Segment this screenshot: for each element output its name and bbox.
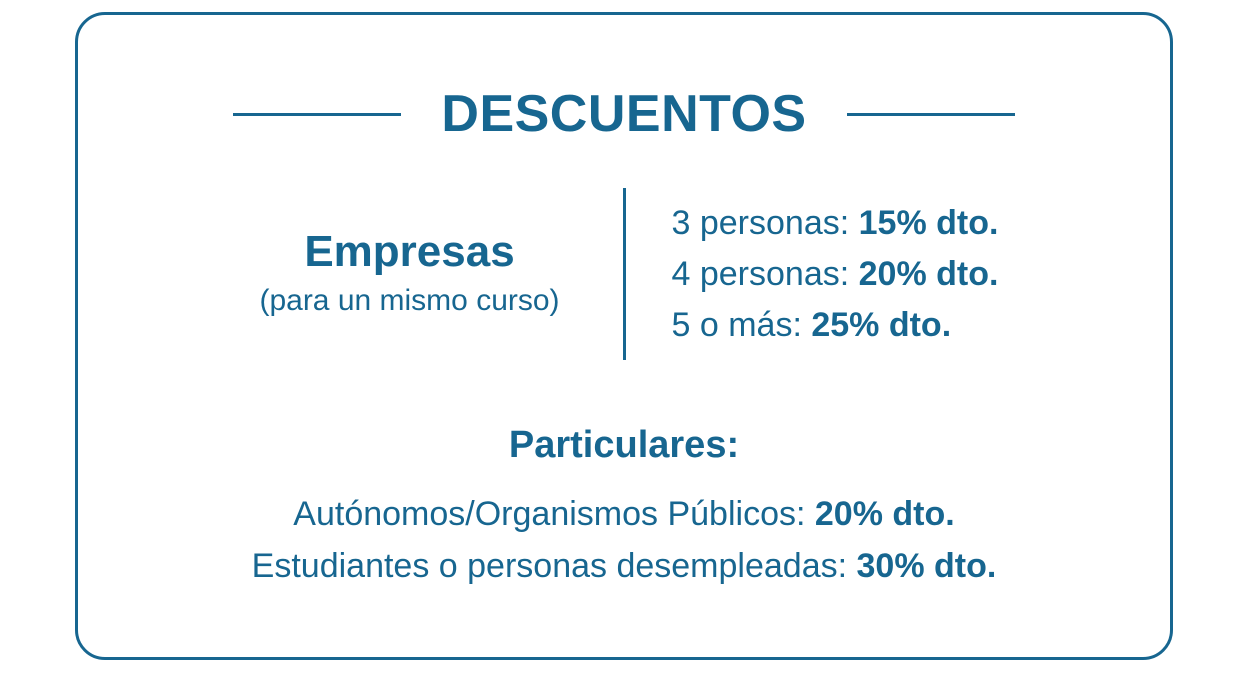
discount-label: Estudiantes o personas desempleadas: xyxy=(251,547,857,585)
discount-label: 5 o más: xyxy=(671,305,812,344)
particulares-heading: Particulares: xyxy=(508,424,740,466)
particulares-section: Particulares: Autónomos/Organismos Públi… xyxy=(78,420,1170,592)
discount-value: 30% dto. xyxy=(856,547,997,585)
title-row: DESCUENTOS xyxy=(78,83,1170,145)
discount-list-item: 4 personas: 20% dto. xyxy=(672,249,1052,300)
empresas-heading-block: Empresas (para un mismo curso) xyxy=(197,227,623,321)
discount-value: 15% dto. xyxy=(858,203,999,242)
title-divider-left xyxy=(233,112,402,116)
vertical-divider xyxy=(622,188,626,360)
empresas-subheading: (para un mismo curso) xyxy=(259,284,560,317)
discount-value: 20% dto. xyxy=(858,254,999,293)
particulares-line: Estudiantes o personas desempleadas: 30%… xyxy=(78,540,1170,592)
page-title: DESCUENTOS xyxy=(441,85,807,143)
empresas-heading: Empresas xyxy=(304,227,515,276)
empresas-discount-list: 3 personas: 15% dto. 4 personas: 20% dto… xyxy=(626,198,1052,351)
discount-list-item: 5 o más: 25% dto. xyxy=(672,300,1052,351)
empresas-section: Empresas (para un mismo curso) 3 persona… xyxy=(78,188,1170,360)
particulares-lines: Autónomos/Organismos Públicos: 20% dto. … xyxy=(78,488,1170,592)
descuentos-card: DESCUENTOS Empresas (para un mismo curso… xyxy=(75,12,1173,660)
title-divider-right xyxy=(846,112,1015,116)
particulares-line: Autónomos/Organismos Públicos: 20% dto. xyxy=(78,488,1170,540)
discount-value: 25% dto. xyxy=(811,305,952,344)
discount-label: Autónomos/Organismos Públicos: xyxy=(293,495,815,533)
discount-label: 4 personas: xyxy=(671,254,859,293)
discount-list-item: 3 personas: 15% dto. xyxy=(672,198,1052,249)
discount-value: 20% dto. xyxy=(814,495,955,533)
discount-label: 3 personas: xyxy=(671,203,859,242)
